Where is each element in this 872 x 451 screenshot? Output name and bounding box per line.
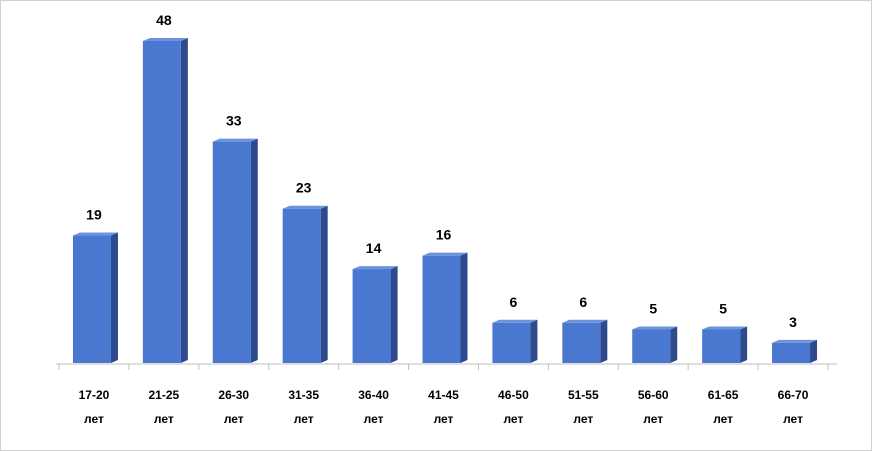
bar-top <box>352 266 398 270</box>
bar-front <box>282 208 321 363</box>
x-tick-label: 41-45 лет <box>428 388 459 426</box>
bar-front <box>702 329 741 363</box>
x-tick-label: 46-50 лет <box>498 388 529 426</box>
bar-front <box>72 235 111 363</box>
bar-front <box>562 322 601 363</box>
bar <box>212 138 258 363</box>
value-label: 6 <box>510 294 518 310</box>
bar-top <box>212 138 258 142</box>
bar <box>72 232 118 363</box>
value-label: 14 <box>366 240 382 256</box>
value-label: 6 <box>579 294 587 310</box>
bar-top <box>72 232 118 236</box>
value-label: 33 <box>226 113 242 129</box>
x-tick-label: 31-35 лет <box>288 388 320 426</box>
bar-side <box>530 319 538 363</box>
bar-side <box>670 326 678 363</box>
bar <box>282 205 328 363</box>
bar-top <box>772 339 818 343</box>
bar-front <box>772 342 811 363</box>
bar-top <box>562 319 608 323</box>
x-tick-label: 26-30 лет <box>218 388 250 426</box>
x-tick-label: 56-60 лет <box>637 388 669 426</box>
bar <box>352 266 398 363</box>
value-label: 23 <box>296 180 312 196</box>
value-label: 5 <box>719 300 727 316</box>
bar-top <box>702 326 748 330</box>
x-tick-label: 17-20 лет <box>78 388 110 426</box>
value-label: 19 <box>86 207 102 223</box>
value-label: 48 <box>156 12 172 28</box>
bar-front <box>142 41 181 363</box>
value-label: 16 <box>436 227 452 243</box>
bar-side <box>110 232 118 363</box>
bar-top <box>142 38 188 41</box>
bar-top <box>282 205 328 209</box>
bar-top <box>422 252 468 256</box>
bar-front <box>632 329 671 363</box>
bar-front <box>492 322 531 363</box>
bar <box>702 326 748 363</box>
value-label: 3 <box>789 314 797 330</box>
bar-front <box>352 269 391 363</box>
bar-front <box>212 141 251 363</box>
bar <box>422 252 468 363</box>
x-tick-label: 61-65 лет <box>707 388 739 426</box>
x-tick-label: 21-25 лет <box>148 388 180 426</box>
bar-front <box>422 255 461 363</box>
x-tick-label: 66-70 лет <box>777 388 809 426</box>
bar-top <box>492 319 538 323</box>
bar-side <box>600 319 608 363</box>
bar-side <box>320 205 328 363</box>
bar <box>632 326 678 363</box>
bar-side <box>740 326 748 363</box>
bar-side <box>390 266 398 363</box>
value-label: 5 <box>649 300 657 316</box>
bar <box>562 319 608 363</box>
x-tick-label: 36-40 лет <box>358 388 389 426</box>
bar-side <box>250 138 258 363</box>
bar <box>772 339 818 363</box>
bar-side <box>180 38 188 363</box>
bar-side <box>810 339 818 363</box>
bar <box>492 319 538 363</box>
bar <box>142 38 188 363</box>
bar-top <box>632 326 678 330</box>
x-tick-label: 51-55 лет <box>567 388 599 426</box>
bar-side <box>460 252 468 363</box>
